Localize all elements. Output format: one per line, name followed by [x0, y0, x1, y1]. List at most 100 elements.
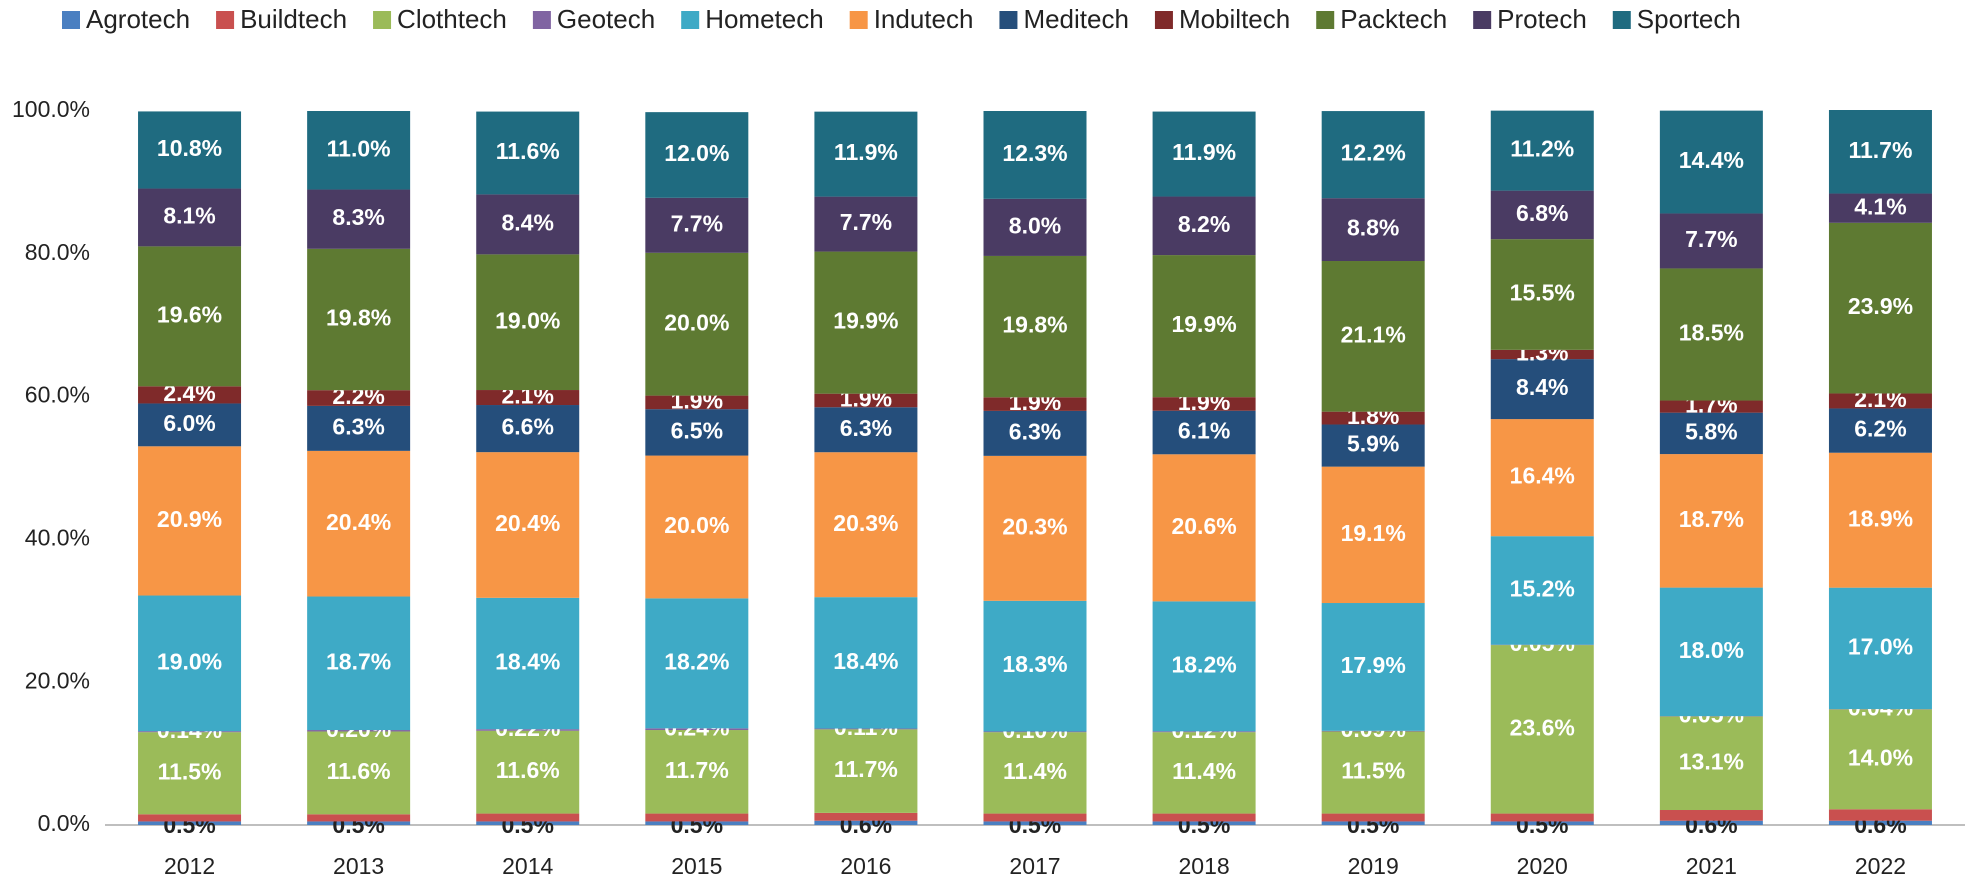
legend-swatch [849, 11, 868, 29]
bar-segment [1490, 110, 1594, 191]
bar-segment [1490, 821, 1594, 825]
data-label: 11.6% [327, 758, 391, 784]
legend-swatch [1154, 11, 1173, 29]
legend-swatch [216, 11, 235, 29]
data-label: 11.6% [496, 757, 560, 783]
bar-segment [1152, 821, 1256, 825]
bar-segment [814, 820, 918, 825]
data-label: 16.4% [1510, 463, 1575, 489]
legend-swatch [999, 11, 1018, 29]
legend-label: Hometech [705, 4, 824, 34]
x-tick-label: 2022 [1855, 853, 1906, 879]
bar-segment [1490, 359, 1594, 420]
data-label: 13.1% [1679, 748, 1744, 774]
bar-segment [1321, 198, 1425, 262]
bar-segment [1490, 239, 1594, 350]
bar-segment [1659, 454, 1763, 588]
bar-segment [476, 597, 580, 730]
data-label: 6.2% [1854, 416, 1906, 442]
x-tick-label: 2014 [502, 853, 553, 879]
bar-segment [138, 111, 242, 189]
bar-segment [1828, 820, 1932, 825]
data-label: 18.4% [495, 649, 560, 675]
legend-label: Buildtech [240, 4, 347, 34]
data-label: 19.1% [1341, 520, 1406, 546]
bar-segment [138, 821, 242, 825]
bar-segment [1321, 466, 1425, 604]
data-label: 11.5% [1341, 758, 1405, 784]
bar-segment [476, 729, 580, 731]
bar-segment [1490, 536, 1594, 645]
data-label: 20.9% [157, 506, 222, 532]
legend-label: Meditech [1023, 4, 1129, 34]
data-label: 4.1% [1854, 193, 1906, 219]
bar-segment [1152, 454, 1256, 602]
x-tick-label: 2013 [333, 853, 384, 879]
data-label: 11.7% [834, 756, 898, 782]
data-label: 6.5% [671, 417, 723, 443]
bar-segment [476, 821, 580, 825]
data-label: 19.9% [833, 308, 898, 334]
bar-segment [983, 410, 1087, 456]
bar-segment [1321, 424, 1425, 467]
x-tick-label: 2020 [1517, 853, 1568, 879]
bar-segment [814, 452, 918, 598]
data-label: 11.9% [834, 139, 898, 165]
data-label: 19.0% [157, 648, 222, 674]
data-label: 19.0% [495, 307, 560, 333]
data-label: 12.0% [664, 140, 729, 166]
bar-segment [1490, 645, 1594, 814]
bar-segment [1828, 408, 1932, 453]
data-label: 17.0% [1848, 633, 1913, 659]
data-label: 5.9% [1347, 431, 1399, 457]
bar-segment [1321, 821, 1425, 825]
bar-segment [1659, 716, 1763, 811]
bar-segment [814, 251, 918, 394]
bar-segment [476, 730, 580, 814]
bar-segment [138, 403, 242, 447]
data-label: 17.9% [1341, 652, 1406, 678]
legend-label: Agrotech [86, 4, 190, 34]
bar-segment [983, 731, 1087, 733]
bar-segment [983, 111, 1087, 199]
x-tick-label: 2016 [840, 853, 891, 879]
bar-segment [138, 446, 242, 596]
bar-segment [1828, 709, 1932, 810]
data-label: 8.8% [1347, 215, 1399, 241]
data-label: 20.6% [1171, 513, 1236, 539]
bar-segment [307, 596, 411, 731]
bar-segment [1490, 813, 1594, 822]
bar-segment [645, 730, 749, 814]
bar-segment [983, 397, 1087, 411]
bar-segment [814, 597, 918, 729]
data-label: 18.5% [1679, 320, 1744, 346]
bar-segment [814, 729, 918, 813]
data-label: 20.0% [664, 309, 729, 335]
data-label: 7.7% [840, 209, 892, 235]
bar-segment [983, 455, 1087, 601]
data-label: 11.7% [1848, 137, 1912, 163]
bar-segment [307, 390, 411, 406]
bar-segment [138, 731, 242, 733]
bar-segment [476, 813, 580, 822]
data-label: 19.9% [1171, 311, 1236, 337]
data-label: 5.8% [1685, 418, 1737, 444]
bar-segment [983, 813, 1087, 822]
legend-label: Mobiltech [1179, 4, 1290, 34]
bar-segment [138, 246, 242, 387]
bar-segment [1321, 603, 1425, 731]
data-label: 23.6% [1510, 714, 1575, 740]
data-label: 8.3% [332, 204, 384, 230]
bar-segment [1321, 813, 1425, 822]
bar-segment [1152, 255, 1256, 398]
x-tick-label: 2019 [1348, 853, 1399, 879]
legend-label: Packtech [1340, 4, 1447, 34]
y-tick-label: 0.0% [38, 810, 90, 836]
bar-segment [307, 189, 411, 249]
legend-label: Protech [1497, 4, 1587, 34]
legend-swatch [1612, 11, 1631, 29]
bar-segment [307, 405, 411, 451]
bar-segment [1659, 268, 1763, 401]
legend-swatch [373, 11, 392, 29]
bar-segment [645, 395, 749, 410]
